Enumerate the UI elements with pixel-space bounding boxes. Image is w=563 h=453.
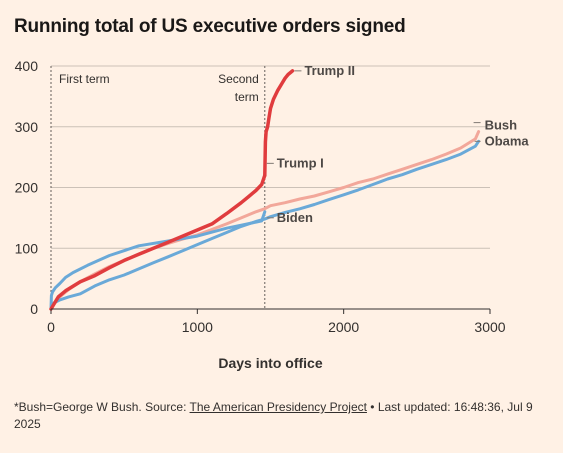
series-label-bush: Bush [485, 118, 518, 133]
gridlines [51, 65, 490, 249]
footnote: *Bush=George W Bush. Source: The America… [14, 399, 554, 433]
x-tick-label-3000: 3000 [474, 319, 505, 335]
chart-title: Running total of US executive orders sig… [14, 16, 406, 37]
y-tick-label-0: 0 [30, 301, 38, 317]
first-term-label: First term [59, 72, 110, 86]
second-term-label: Second term [218, 72, 259, 104]
series-line-trump-i [49, 173, 267, 311]
x-tick-label-2000: 2000 [328, 319, 359, 335]
series-line-trump-ii [263, 69, 295, 178]
y-tick-label-100: 100 [15, 240, 39, 256]
x-tick-label-0: 0 [47, 319, 55, 335]
y-tick-label-400: 400 [15, 58, 39, 74]
second-term-label-line-1: Second [218, 72, 259, 86]
series-label-biden: Biden [277, 210, 313, 225]
second-term-label-line-2: term [235, 90, 259, 104]
series-label-trump-i: Trump I [277, 155, 324, 170]
series-line-biden [49, 210, 267, 311]
y-tick-label-300: 300 [15, 119, 39, 135]
footnote-suffix: • Last updated: 16:48:36, Jul 9 2025 [14, 400, 533, 431]
footnote-prefix: *Bush=George W Bush. Source: [14, 400, 190, 414]
y-tick-label-200: 200 [15, 180, 39, 196]
series-label-trump-ii: Trump II [304, 63, 355, 78]
axes: 0 100 200 300 400 0 1000 2000 3000 Days into offi… [15, 58, 506, 371]
x-axis-title: Days into office [218, 355, 322, 371]
x-tick-label-1000: 1000 [182, 319, 213, 335]
term-annotations: First term Second term [50, 66, 266, 309]
source-link[interactable]: The American Presidency Project [189, 400, 367, 414]
series-label-obama: Obama [485, 133, 530, 148]
series-lines [49, 69, 481, 311]
chart-svg: First term Second term 0 100 200 300 400 0 1000 2… [15, 58, 530, 371]
